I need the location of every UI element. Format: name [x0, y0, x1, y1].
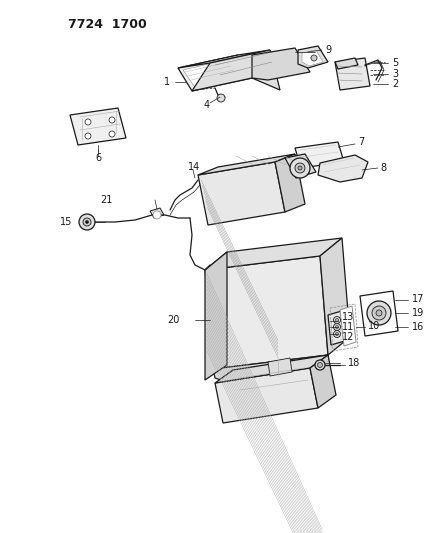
- Polygon shape: [205, 256, 328, 369]
- Circle shape: [318, 362, 323, 367]
- Text: 4: 4: [204, 100, 210, 110]
- Text: 7724  1700: 7724 1700: [68, 18, 147, 31]
- Polygon shape: [340, 306, 356, 346]
- Text: 2: 2: [392, 79, 398, 89]
- Polygon shape: [362, 293, 395, 333]
- Polygon shape: [275, 154, 305, 212]
- Polygon shape: [215, 355, 328, 383]
- Circle shape: [336, 319, 339, 321]
- Circle shape: [109, 117, 115, 123]
- Polygon shape: [318, 155, 368, 182]
- Polygon shape: [192, 50, 280, 91]
- Circle shape: [333, 330, 341, 337]
- Circle shape: [298, 166, 302, 170]
- Circle shape: [295, 163, 305, 173]
- Polygon shape: [302, 50, 323, 66]
- Circle shape: [79, 214, 95, 230]
- Text: 17: 17: [412, 294, 425, 304]
- Polygon shape: [215, 368, 318, 423]
- Polygon shape: [335, 58, 358, 69]
- Polygon shape: [360, 291, 398, 336]
- Circle shape: [217, 94, 225, 102]
- Polygon shape: [320, 238, 350, 355]
- Circle shape: [311, 55, 317, 61]
- Circle shape: [336, 333, 339, 335]
- Text: 8: 8: [380, 163, 386, 173]
- Polygon shape: [298, 46, 328, 68]
- Text: 3: 3: [392, 69, 398, 79]
- Polygon shape: [252, 48, 310, 80]
- Polygon shape: [70, 108, 126, 145]
- Polygon shape: [198, 162, 285, 225]
- Circle shape: [376, 310, 382, 316]
- Text: 14: 14: [188, 162, 200, 172]
- Text: 18: 18: [348, 358, 360, 368]
- Circle shape: [85, 133, 91, 139]
- Circle shape: [333, 324, 341, 330]
- Circle shape: [336, 326, 339, 328]
- Polygon shape: [310, 355, 336, 408]
- Circle shape: [109, 131, 115, 137]
- Text: 19: 19: [412, 308, 424, 318]
- Text: 20: 20: [168, 315, 180, 325]
- Circle shape: [290, 158, 310, 178]
- Polygon shape: [295, 142, 344, 168]
- Circle shape: [367, 301, 391, 325]
- Text: 10: 10: [368, 321, 380, 331]
- Polygon shape: [205, 252, 227, 380]
- Text: 1: 1: [164, 77, 170, 87]
- Text: 12: 12: [342, 332, 354, 342]
- Text: 11: 11: [342, 322, 354, 332]
- Circle shape: [372, 306, 386, 320]
- Circle shape: [153, 211, 161, 219]
- Polygon shape: [328, 310, 348, 345]
- Polygon shape: [285, 154, 316, 178]
- Text: 15: 15: [60, 217, 72, 227]
- Circle shape: [333, 317, 341, 324]
- Polygon shape: [150, 208, 164, 218]
- Polygon shape: [268, 358, 292, 376]
- Polygon shape: [335, 58, 370, 90]
- Circle shape: [83, 218, 91, 226]
- Circle shape: [85, 119, 91, 125]
- Text: 13: 13: [342, 312, 354, 322]
- Text: 6: 6: [95, 153, 101, 163]
- Text: 16: 16: [412, 322, 424, 332]
- Text: 5: 5: [392, 58, 398, 68]
- Polygon shape: [198, 154, 295, 175]
- Polygon shape: [213, 355, 330, 390]
- Polygon shape: [178, 55, 252, 91]
- Circle shape: [86, 221, 89, 223]
- Polygon shape: [365, 296, 392, 329]
- Circle shape: [315, 360, 325, 370]
- Text: 7: 7: [358, 137, 364, 147]
- Polygon shape: [183, 58, 246, 89]
- Text: 21: 21: [100, 195, 113, 205]
- Polygon shape: [178, 50, 270, 68]
- Text: 9: 9: [325, 45, 331, 55]
- Polygon shape: [205, 238, 342, 270]
